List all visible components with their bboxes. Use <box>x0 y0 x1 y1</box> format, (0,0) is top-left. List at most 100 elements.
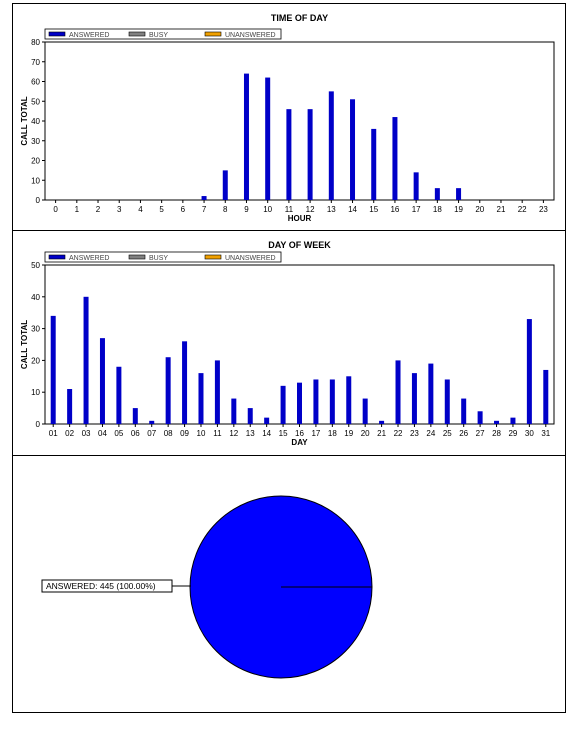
x-axis-label: DAY <box>291 438 308 447</box>
x-tick-label: 14 <box>262 429 271 438</box>
legend: ANSWERED BUSY UNANSWERED <box>44 251 282 263</box>
time-of-day-panel: TIME OF DAY ANSWERED BUSY UNANSWERED 0 10 20 30… <box>12 3 566 231</box>
x-tick-label: 08 <box>164 429 173 438</box>
bar-answered <box>413 172 419 200</box>
y-axis-label: CALL TOTAL <box>20 320 29 369</box>
chart-title: DAY OF WEEK <box>268 240 331 250</box>
y-tick-label: 40 <box>31 293 40 302</box>
bar-answered <box>214 360 220 424</box>
y-tick-label: 30 <box>31 325 40 334</box>
day-of-week-panel: DAY OF WEEK ANSWERED BUSY UNANSWERED 0 10 20 30… <box>12 230 566 456</box>
x-tick-label: 5 <box>159 205 164 214</box>
x-tick-label: 18 <box>433 205 442 214</box>
y-tick-label: 60 <box>31 78 40 87</box>
bar-answered <box>328 91 334 200</box>
bar-answered <box>395 360 401 424</box>
bar-answered <box>371 128 377 200</box>
x-tick-label: 17 <box>412 205 421 214</box>
x-tick-label: 13 <box>246 429 255 438</box>
bar-answered <box>313 379 319 424</box>
bar-answered <box>350 99 356 200</box>
bar-answered <box>67 389 73 424</box>
x-tick-label: 15 <box>369 205 378 214</box>
x-tick-label: 12 <box>306 205 315 214</box>
bar-answered <box>411 373 417 424</box>
bar-answered <box>247 408 253 424</box>
y-tick-label: 30 <box>31 137 40 146</box>
plot-frame <box>44 41 555 201</box>
bar-answered <box>165 357 171 424</box>
y-axis-label: CALL TOTAL <box>20 96 29 145</box>
x-tick-label: 21 <box>497 205 506 214</box>
bar-answered <box>526 319 532 424</box>
x-tick-label: 6 <box>181 205 186 214</box>
y-tick-label: 10 <box>31 388 40 397</box>
x-tick-label: 02 <box>65 429 74 438</box>
bar-answered <box>428 363 434 424</box>
legend-entry: BUSY <box>149 255 168 262</box>
bar-answered <box>346 376 352 424</box>
x-tick-label: 26 <box>459 429 468 438</box>
legend: ANSWERED BUSY UNANSWERED <box>44 28 282 40</box>
x-tick-label: 16 <box>295 429 304 438</box>
x-tick-label: 14 <box>348 205 357 214</box>
y-tick-label: 40 <box>31 117 40 126</box>
x-tick-label: 19 <box>344 429 353 438</box>
bar-answered <box>297 382 302 424</box>
y-tick-label: 20 <box>31 356 40 365</box>
y-tick-label: 0 <box>36 420 41 429</box>
x-tick-label: 03 <box>82 429 91 438</box>
bar-answered <box>461 398 467 424</box>
call-status-pie-chart: ANSWERED: 445 (100.00%) <box>41 495 373 679</box>
x-tick-label: 3 <box>117 205 122 214</box>
bar-answered <box>149 420 155 424</box>
x-tick-label: 13 <box>327 205 336 214</box>
bar-answered <box>456 188 462 200</box>
chart-title: TIME OF DAY <box>271 13 328 23</box>
x-tick-label: 07 <box>147 429 156 438</box>
legend-entry: UNANSWERED <box>225 32 276 39</box>
bar-answered <box>362 398 368 424</box>
x-tick-label: 10 <box>263 205 272 214</box>
x-tick-label: 29 <box>508 429 517 438</box>
bar-answered <box>286 109 292 200</box>
x-tick-label: 23 <box>410 429 419 438</box>
x-tick-label: 05 <box>114 429 123 438</box>
legend-box <box>44 28 282 40</box>
x-tick-label: 0 <box>53 205 58 214</box>
bar-answered <box>222 170 228 200</box>
bar-answered <box>477 411 483 424</box>
legend-swatch <box>204 254 222 260</box>
x-tick-label: 20 <box>361 429 370 438</box>
pie-label: ANSWERED: 445 (100.00%) <box>46 581 156 591</box>
x-tick-label: 04 <box>98 429 107 438</box>
bar-answered <box>50 315 56 424</box>
bar-answered <box>132 408 138 424</box>
bar-answered <box>379 420 385 424</box>
x-tick-label: 06 <box>131 429 140 438</box>
x-tick-label: 09 <box>180 429 189 438</box>
legend-swatch <box>48 254 66 260</box>
bar-answered <box>264 417 270 424</box>
x-tick-label: 23 <box>539 205 548 214</box>
x-tick-label: 12 <box>229 429 238 438</box>
y-tick-label: 20 <box>31 157 40 166</box>
bar-answered <box>265 77 271 200</box>
x-tick-label: 9 <box>244 205 249 214</box>
x-tick-label: 16 <box>390 205 399 214</box>
x-tick-label: 25 <box>443 429 452 438</box>
y-tick-label: 50 <box>31 261 40 270</box>
bar-answered <box>231 398 237 424</box>
bar-answered <box>434 188 440 200</box>
legend-entry: ANSWERED <box>69 255 109 262</box>
x-tick-label: 10 <box>197 429 206 438</box>
legend-entry: ANSWERED <box>69 32 109 39</box>
x-tick-label: 21 <box>377 429 386 438</box>
y-tick-label: 50 <box>31 97 40 106</box>
x-tick-label: 15 <box>279 429 288 438</box>
bar-answered <box>392 117 398 200</box>
bar-answered <box>182 341 188 424</box>
x-tick-label: 7 <box>202 205 207 214</box>
bar-answered <box>99 338 105 424</box>
x-tick-label: 20 <box>475 205 484 214</box>
